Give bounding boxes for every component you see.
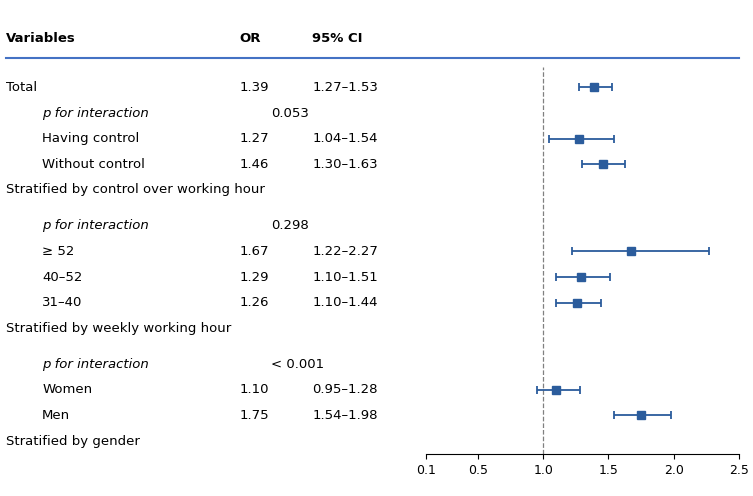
Text: Stratified by gender: Stratified by gender bbox=[6, 434, 140, 447]
Text: 1.26: 1.26 bbox=[239, 296, 269, 309]
Text: Having control: Having control bbox=[42, 132, 139, 145]
Text: 40–52: 40–52 bbox=[42, 270, 83, 284]
Text: 1.54–1.98: 1.54–1.98 bbox=[312, 409, 378, 422]
Text: Variables: Variables bbox=[6, 32, 76, 45]
Text: 0.053: 0.053 bbox=[271, 107, 309, 120]
Text: Men: Men bbox=[42, 409, 70, 422]
Text: Women: Women bbox=[42, 383, 93, 396]
Text: 31–40: 31–40 bbox=[42, 296, 83, 309]
Text: 0.298: 0.298 bbox=[271, 219, 309, 232]
Text: 95% CI: 95% CI bbox=[312, 32, 363, 45]
Text: p for interaction: p for interaction bbox=[42, 219, 149, 232]
Text: 1.04–1.54: 1.04–1.54 bbox=[312, 132, 378, 145]
Text: 0.95–1.28: 0.95–1.28 bbox=[312, 383, 378, 396]
Text: 1.10–1.51: 1.10–1.51 bbox=[312, 270, 378, 284]
Text: 1.10: 1.10 bbox=[239, 383, 269, 396]
Text: 1.39: 1.39 bbox=[239, 81, 269, 94]
Text: OR: OR bbox=[239, 32, 261, 45]
Text: ≥ 52: ≥ 52 bbox=[42, 245, 75, 258]
Text: Stratified by weekly working hour: Stratified by weekly working hour bbox=[6, 322, 231, 335]
Text: p for interaction: p for interaction bbox=[42, 358, 149, 371]
Text: 1.27–1.53: 1.27–1.53 bbox=[312, 81, 378, 94]
Text: 1.46: 1.46 bbox=[239, 158, 269, 171]
Text: 1.10–1.44: 1.10–1.44 bbox=[312, 296, 378, 309]
Text: Total: Total bbox=[6, 81, 37, 94]
Text: p for interaction: p for interaction bbox=[42, 107, 149, 120]
Text: 1.27: 1.27 bbox=[239, 132, 269, 145]
Text: Stratified by control over working hour: Stratified by control over working hour bbox=[6, 184, 265, 196]
Text: 1.30–1.63: 1.30–1.63 bbox=[312, 158, 378, 171]
Text: < 0.001: < 0.001 bbox=[271, 358, 325, 371]
Text: 1.67: 1.67 bbox=[239, 245, 269, 258]
Text: 1.75: 1.75 bbox=[239, 409, 269, 422]
Text: 1.22–2.27: 1.22–2.27 bbox=[312, 245, 378, 258]
Text: Without control: Without control bbox=[42, 158, 145, 171]
Text: 1.29: 1.29 bbox=[239, 270, 269, 284]
